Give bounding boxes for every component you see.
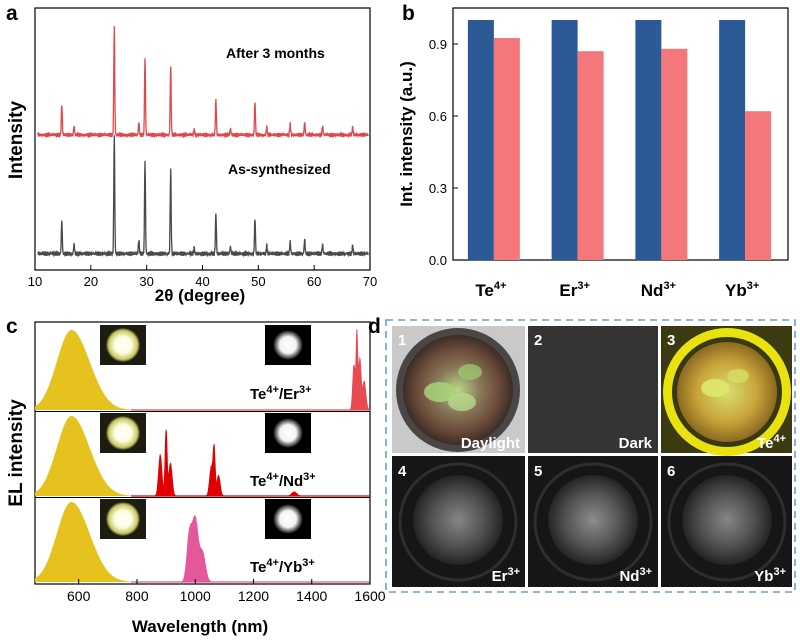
bar [661, 48, 688, 260]
photo-6-caption: Yb3+ [754, 566, 786, 585]
bar [467, 20, 494, 260]
x-tick-label-c: 1200 [238, 588, 269, 604]
visible-band-area [35, 330, 134, 410]
panel-d-photos: 1 Daylight 2 Dark 3 Te4+ 4 Er3+ [385, 319, 796, 593]
photo-1-plant [403, 335, 513, 445]
photo-5-pot [533, 462, 653, 582]
photo-5: 5 Nd3+ [528, 456, 658, 587]
inset-row-3 [100, 499, 311, 539]
panel-label-b: b [402, 2, 415, 25]
inset-nir-glow-2 [273, 418, 303, 448]
x-tick-label-c: 1400 [296, 588, 327, 604]
x-axis-label-a: 2θ (degree) [155, 286, 245, 305]
y-axis-label-b: Int. intensity (a.u.) [397, 61, 416, 206]
x-tick-label-c: 600 [67, 588, 91, 604]
x-tick-label-a: 20 [84, 274, 98, 289]
x-axis-label-c: Wavelength (nm) [132, 617, 268, 636]
photo-3-leaf [727, 369, 749, 383]
trace-label-nd: Te4+/Nd3+ [250, 471, 316, 490]
trace-label-yb: Te4+/Yb3+ [250, 557, 315, 576]
series-label-as-synth: As-synthesized [228, 161, 331, 177]
bar [493, 38, 520, 260]
inset-visible-glow-2 [106, 416, 140, 450]
y-axis-label-c: EL intensity [6, 399, 27, 507]
y-tick-label-b: 0.0 [429, 253, 447, 268]
photo-5-number: 5 [534, 463, 542, 480]
inset-nir-glow-3 [273, 504, 303, 534]
x-tick-label-a: 10 [28, 274, 42, 289]
panel-a-xrd: 10 20 30 40 50 60 70 After 3 months As-synthes… [6, 7, 377, 305]
y-tick-label-b: 0.3 [429, 181, 447, 196]
x-tick-label-a: 30 [139, 274, 153, 289]
xrd-series-line [37, 26, 369, 139]
y-tick-label-b: 0.6 [429, 109, 447, 124]
panel-c-el: 600 800 1000 1200 1400 1600 Te4+/Er3+ Te4+/Nd… [6, 321, 386, 636]
inset-visible-glow-1 [106, 328, 140, 362]
y-tick-label-b: 0.9 [429, 37, 447, 52]
photo-2: 2 Dark [528, 326, 658, 453]
photo-4: 4 Er3+ [392, 456, 525, 587]
category-label: Nd3+ [641, 280, 676, 300]
photo-4-pot [398, 462, 518, 582]
visible-band-area [35, 502, 134, 582]
photo-5-caption: Nd3+ [619, 566, 652, 585]
panel-label-c: c [6, 315, 18, 338]
photo-6-plant [682, 475, 772, 565]
photo-1-leaf [458, 364, 482, 380]
category-label: Yb3+ [725, 280, 759, 300]
inset-visible-glow-3 [106, 502, 140, 536]
xrd-series-line [37, 135, 369, 258]
photo-3-leaf [701, 379, 729, 397]
bar [551, 20, 578, 260]
bar [635, 20, 662, 260]
inset-row-1 [100, 325, 311, 365]
photo-2-bg [528, 326, 658, 453]
x-tick-label-a: 50 [251, 274, 265, 289]
inset-row-2 [100, 413, 311, 453]
x-tick-label-c: 1600 [354, 588, 385, 604]
photo-4-number: 4 [398, 463, 407, 480]
photo-2-caption: Dark [619, 435, 653, 452]
inset-nir-glow-1 [273, 330, 303, 360]
photo-4-caption: Er3+ [492, 566, 520, 585]
photo-1-number: 1 [398, 332, 406, 349]
photo-3-caption: Te4+ [757, 433, 786, 452]
panel-b-bars: Te4+ Er3+ Nd3+ Yb3+ 0.0 0.3 0.6 0.9 Int. inten… [397, 7, 789, 300]
bar [577, 51, 604, 261]
photo-6-pot [667, 462, 787, 582]
y-axis-label-a: Intensity [6, 101, 27, 180]
x-tick-label-c: 800 [125, 588, 149, 604]
category-label: Er3+ [559, 280, 590, 300]
visible-band-area [35, 416, 134, 496]
category-label: Te4+ [475, 280, 506, 300]
plot-c-frame [34, 321, 371, 585]
plot-b-frame [452, 7, 789, 261]
photo-5-plant [548, 475, 638, 565]
x-tick-label-c: 1000 [180, 588, 211, 604]
series-label-after: After 3 months [226, 45, 325, 61]
photo-3: 3 Te4+ [661, 326, 792, 456]
trace-label-er: Te4+/Er3+ [250, 384, 312, 403]
x-tick-label-a: 60 [307, 274, 321, 289]
x-tick-label-a: 40 [195, 274, 209, 289]
panel-label-a: a [6, 2, 18, 25]
x-tick-label-a: 70 [363, 274, 377, 289]
photo-3-number: 3 [667, 332, 675, 349]
photo-1-leaf [424, 382, 456, 402]
photo-grid-border [385, 319, 796, 593]
bar [719, 20, 746, 260]
photo-2-number: 2 [534, 332, 542, 349]
bar [745, 111, 772, 260]
photo-4-plant [413, 475, 503, 565]
photo-6-number: 6 [667, 463, 675, 480]
photo-1: 1 Daylight [392, 326, 525, 453]
photo-1-leaf [448, 393, 476, 411]
photo-6: 6 Yb3+ [661, 456, 792, 587]
photo-1-caption: Daylight [461, 435, 520, 452]
panel-label-d: d [368, 315, 381, 338]
